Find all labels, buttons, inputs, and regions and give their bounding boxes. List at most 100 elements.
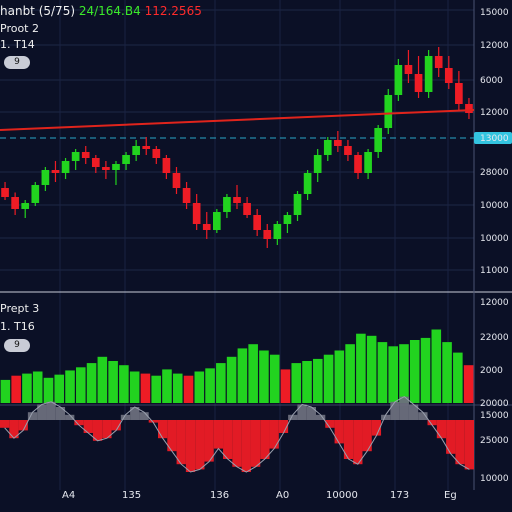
candle — [344, 140, 352, 161]
oscillator-bar — [185, 420, 196, 472]
candle-body — [182, 188, 191, 203]
candle-body — [51, 170, 60, 173]
candle — [102, 161, 110, 179]
price-axis-label: 12000 — [480, 108, 509, 118]
volume-bar — [323, 354, 334, 403]
candle — [11, 192, 19, 215]
volume-bar — [32, 371, 43, 403]
candle-body — [243, 203, 251, 215]
volume-bar — [463, 365, 474, 403]
oscillator-pane[interactable] — [0, 395, 474, 473]
study-sub-label: 1. T14 — [0, 38, 35, 51]
oscillator-bar — [176, 420, 186, 465]
candle-body — [364, 152, 372, 173]
candle — [1, 182, 9, 200]
candle — [293, 191, 302, 221]
candle-body — [172, 173, 181, 188]
oscillator-bar — [260, 420, 270, 459]
oscillator-bar — [362, 420, 372, 452]
candle — [394, 59, 403, 101]
price-axis-label: 10000 — [480, 201, 509, 211]
oscillator-bar — [325, 420, 335, 428]
lower-study-settings-pill[interactable]: 9 — [4, 339, 30, 352]
oscillator-bar — [399, 396, 409, 420]
grid-lines — [0, 0, 512, 490]
candle — [172, 167, 181, 194]
volume-bar — [216, 363, 226, 403]
candle-body — [142, 146, 151, 149]
volume-bar — [366, 335, 377, 403]
volume-bar — [11, 375, 21, 403]
oscillator-bar — [55, 407, 66, 420]
price-pane[interactable] — [1, 47, 473, 248]
oscillator-bar — [83, 420, 93, 433]
candle-body — [444, 68, 453, 83]
oscillator-bar — [195, 420, 205, 470]
candle-body — [1, 188, 9, 197]
study-settings-pill[interactable]: 9 — [4, 56, 30, 69]
oscillator-bar — [111, 420, 121, 431]
oscillator-axis-label: 25000 — [480, 436, 509, 446]
volume-bar — [269, 354, 280, 403]
volume-bar — [22, 373, 32, 403]
candle-body — [212, 212, 221, 230]
candle-body — [354, 155, 362, 173]
oscillator-bar — [316, 414, 326, 420]
candle — [404, 50, 413, 83]
volume-bar — [129, 371, 140, 403]
time-axis-label: Eg — [444, 490, 457, 501]
oscillator-bar — [102, 420, 112, 439]
oscillator-bar — [0, 420, 10, 428]
oscillator-bar — [306, 407, 316, 420]
volume-pane[interactable] — [0, 329, 474, 404]
volume-bar — [65, 370, 75, 403]
oscillator-bar — [436, 420, 447, 439]
time-axis-label: A0 — [276, 490, 289, 501]
volume-axis-label: 20000 — [480, 399, 509, 409]
oscillator-bar — [390, 401, 400, 420]
candle-body — [344, 146, 352, 155]
candle-body — [233, 197, 241, 203]
volume-bar — [399, 344, 409, 403]
volume-bar — [97, 356, 108, 403]
candle — [122, 152, 130, 170]
axes: 15000 12000 6000 12000 28000 10000 10000 11000 1… — [62, 8, 512, 501]
candle-body — [202, 224, 211, 230]
oscillator-bar — [232, 420, 242, 467]
candle-body — [334, 140, 342, 146]
candle — [414, 56, 423, 98]
candle — [455, 71, 463, 110]
candle-body — [81, 152, 90, 158]
volume-bar — [431, 329, 442, 403]
volume-bar — [409, 340, 420, 403]
candle-body — [465, 104, 473, 113]
candle — [323, 137, 332, 161]
candle — [91, 155, 100, 173]
volume-bar — [259, 350, 269, 403]
time-axis-label: A4 — [62, 490, 75, 501]
trendline[interactable] — [0, 109, 475, 131]
volume-bar — [151, 375, 161, 403]
volume-bar — [172, 373, 183, 403]
price-axis-label: 6000 — [480, 76, 503, 86]
oscillator-bar — [139, 412, 149, 420]
current-price-badge — [474, 132, 512, 144]
volume-bar — [226, 356, 237, 403]
candle-body — [283, 215, 292, 224]
oscillator-bar — [288, 414, 298, 420]
candle-body — [122, 155, 130, 164]
candle — [253, 209, 262, 236]
oscillator-bar — [353, 420, 363, 465]
candle — [273, 221, 282, 245]
volume-bar — [388, 346, 398, 403]
volume-bar — [183, 375, 194, 403]
candle — [21, 200, 30, 218]
volume-bar — [54, 374, 65, 403]
oscillator-bar — [92, 420, 103, 441]
oscillator-bar — [464, 420, 474, 470]
candle — [465, 98, 473, 119]
volume-bar — [280, 369, 291, 403]
candle — [313, 149, 322, 182]
candle — [112, 161, 120, 185]
volume-bar — [86, 363, 97, 403]
